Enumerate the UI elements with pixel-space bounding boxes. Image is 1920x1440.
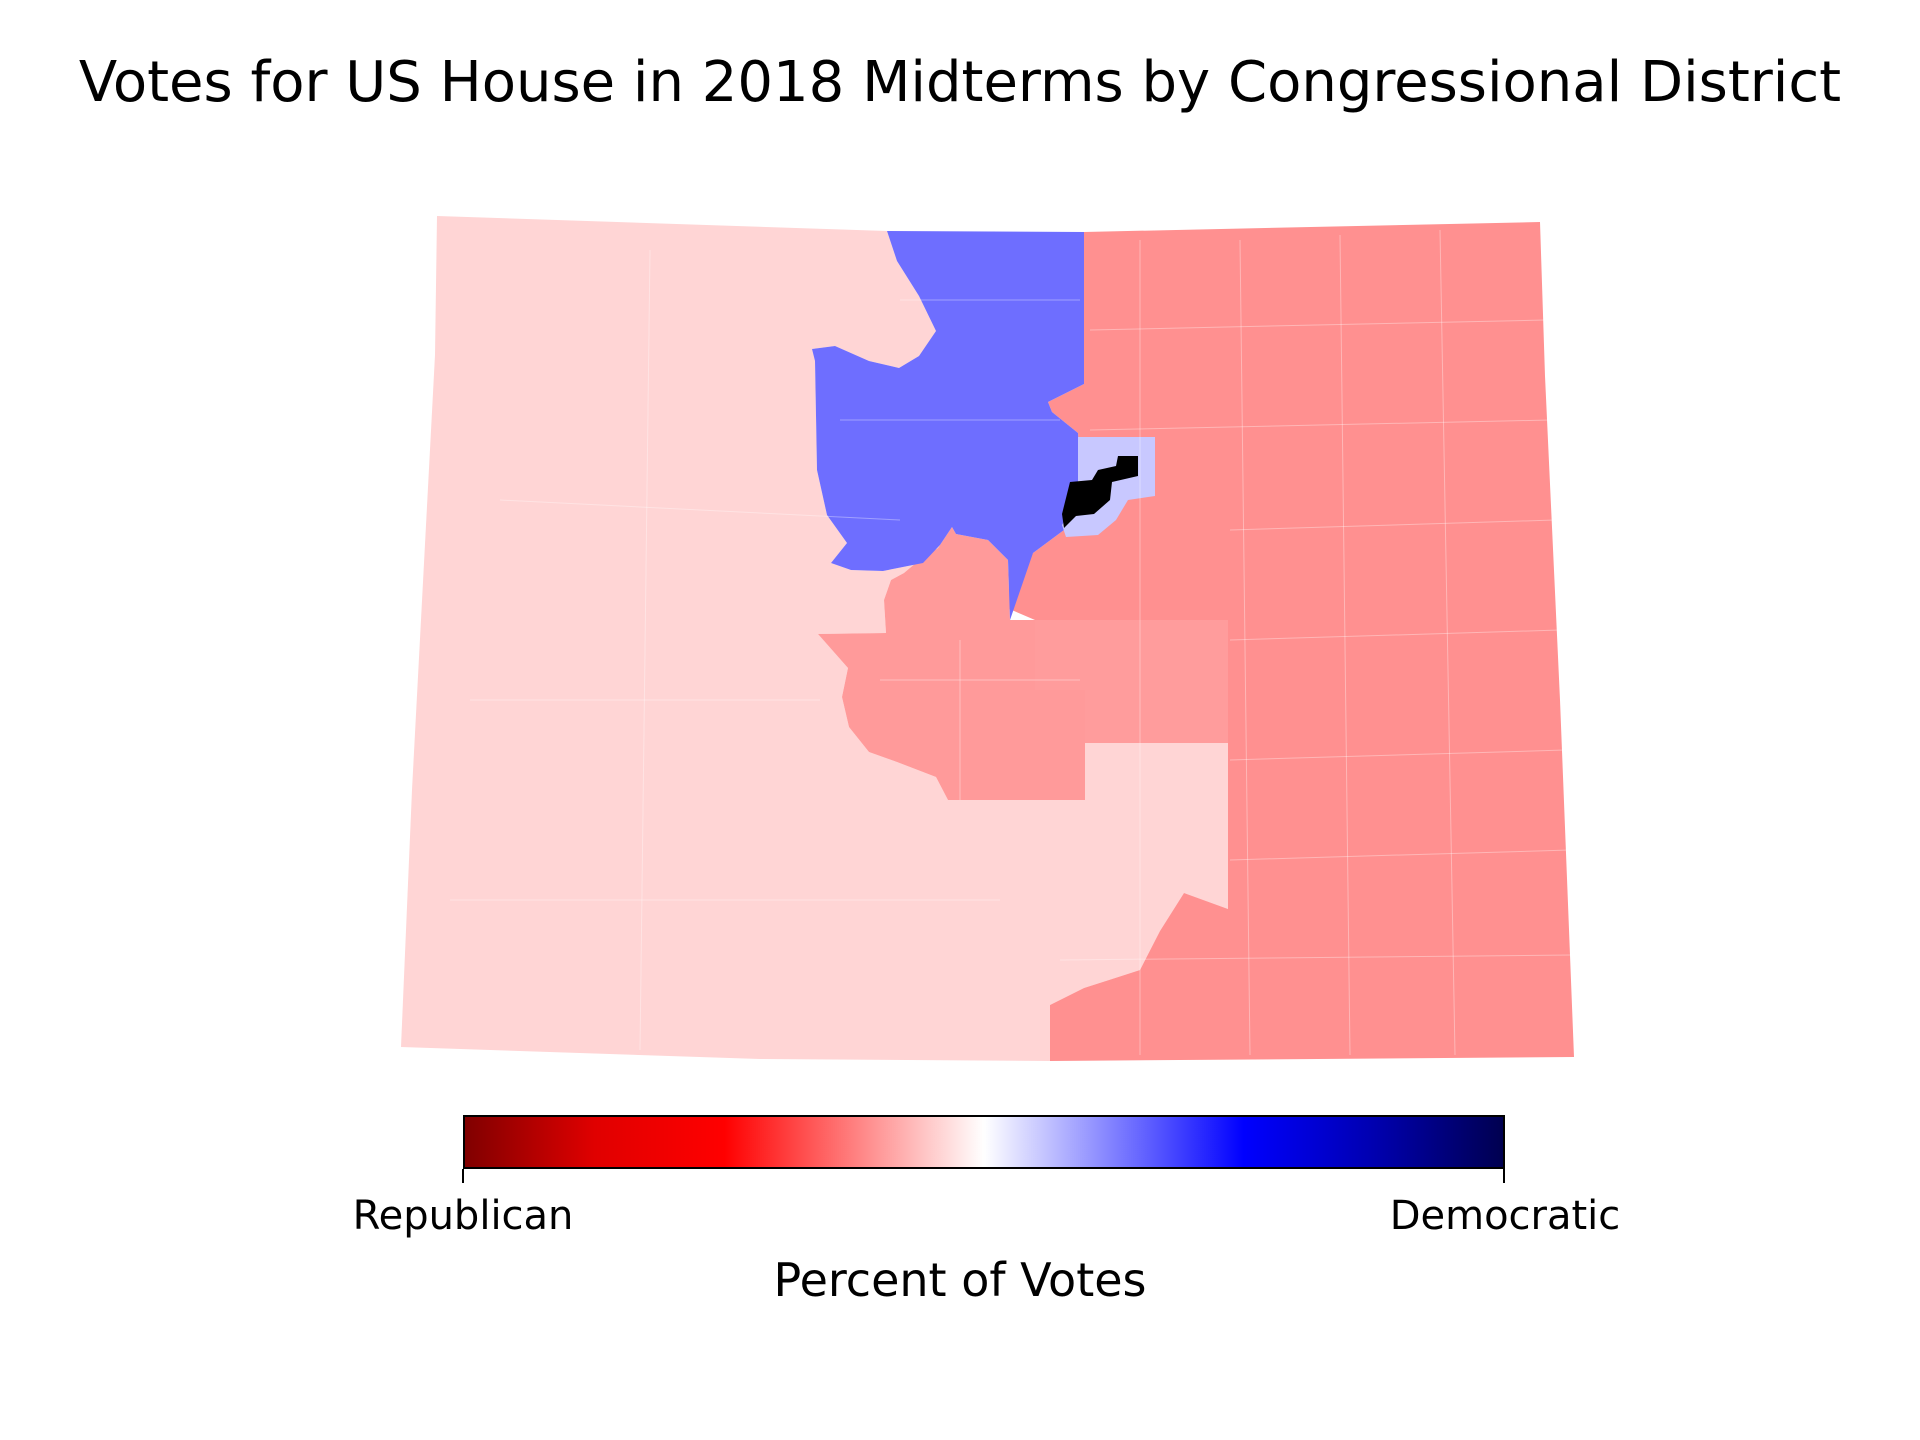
colorbar-title: Percent of Votes [773, 1253, 1147, 1307]
district-north-central [812, 231, 1084, 620]
district-east [1000, 222, 1574, 1061]
district-pueblo-area [1035, 620, 1228, 743]
county-lines [450, 229, 1573, 1056]
district-west [401, 216, 1228, 1061]
colorbar [463, 1115, 1505, 1169]
colorbar-tick-right [1503, 1169, 1505, 1183]
colorbar-label-republican: Republican [352, 1193, 574, 1239]
colorbar-tick-left [462, 1169, 464, 1183]
district-denver [1062, 456, 1138, 528]
map-title: Votes for US House in 2018 Midterms by C… [78, 50, 1842, 115]
colorbar-label-democratic: Democratic [1389, 1193, 1621, 1239]
